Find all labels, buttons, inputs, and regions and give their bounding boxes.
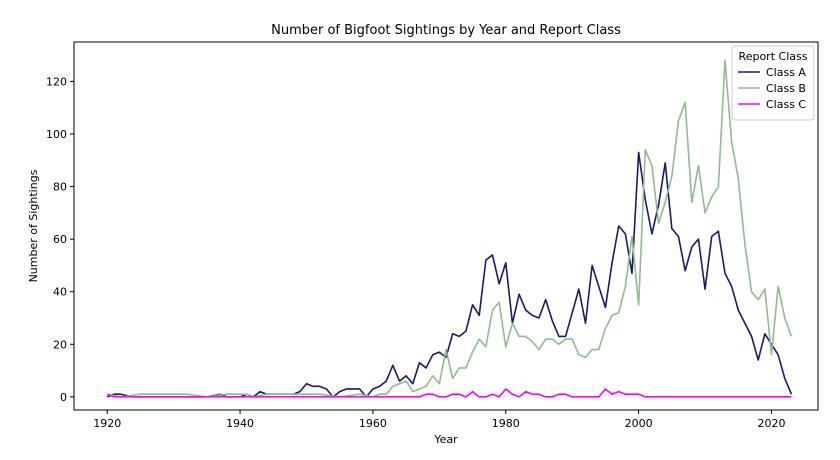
y-axis: 0 20 40 60 80 100 120 — [46, 75, 74, 404]
y-tick-label: 20 — [53, 338, 67, 351]
x-tick-label: 1960 — [359, 417, 387, 430]
plot-area — [73, 41, 819, 411]
x-tick-label: 1980 — [492, 417, 520, 430]
series-line-class-c — [106, 388, 792, 398]
legend-entry-label: Class C — [766, 98, 806, 111]
chart-title: Number of Bigfoot Sightings by Year and … — [271, 23, 621, 38]
series-line-class-b — [107, 59, 793, 398]
x-tick-label: 1940 — [226, 417, 254, 430]
x-tick-label: 2000 — [625, 417, 653, 430]
y-tick-label: 120 — [46, 75, 67, 88]
legend: Report Class Class A Class B Class C — [731, 45, 815, 121]
legend-box — [731, 45, 815, 121]
x-tick-label: 1920 — [93, 417, 121, 430]
legend-entry-label: Class B — [766, 82, 806, 95]
y-tick-label: 100 — [46, 128, 67, 141]
series-lines — [106, 59, 793, 398]
x-axis-label: Year — [433, 433, 458, 446]
x-tick-label: 2020 — [758, 417, 786, 430]
y-axis-label: Number of Sightings — [27, 169, 40, 282]
x-axis: 1920 1940 1960 1980 2000 2020 — [93, 410, 786, 430]
legend-entry-label: Class A — [766, 66, 806, 79]
y-tick-label: 80 — [53, 181, 67, 194]
legend-title: Report Class — [739, 50, 808, 63]
series-line-class-a — [106, 151, 793, 398]
y-tick-label: 0 — [60, 391, 67, 404]
y-tick-label: 40 — [53, 286, 67, 299]
y-tick-label: 60 — [53, 233, 67, 246]
